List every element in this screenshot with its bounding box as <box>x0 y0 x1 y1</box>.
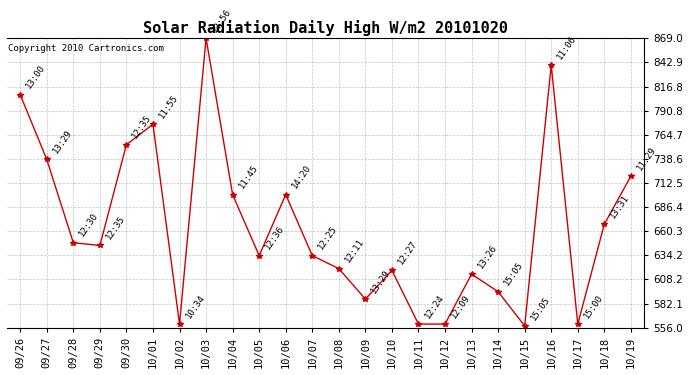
Text: 11:45: 11:45 <box>237 163 259 190</box>
Text: 12:30: 12:30 <box>77 211 100 238</box>
Text: 12:24: 12:24 <box>423 293 446 320</box>
Text: 12:36: 12:36 <box>264 224 286 252</box>
Text: 15:05: 15:05 <box>529 295 551 322</box>
Text: 15:00: 15:00 <box>582 293 604 320</box>
Text: 12:09: 12:09 <box>449 293 472 320</box>
Text: 14:20: 14:20 <box>290 163 313 190</box>
Text: 15:05: 15:05 <box>502 260 525 288</box>
Text: 13:31: 13:31 <box>609 193 631 220</box>
Text: 12:56: 12:56 <box>210 7 233 34</box>
Text: 10:34: 10:34 <box>184 293 206 320</box>
Text: 11:55: 11:55 <box>157 93 180 120</box>
Text: 11:29: 11:29 <box>635 145 658 172</box>
Text: Copyright 2010 Cartronics.com: Copyright 2010 Cartronics.com <box>8 44 164 53</box>
Text: 13:29: 13:29 <box>51 128 74 155</box>
Text: 11:06: 11:06 <box>555 34 578 61</box>
Text: 12:25: 12:25 <box>317 224 339 252</box>
Text: 12:35: 12:35 <box>130 113 153 141</box>
Text: 12:27: 12:27 <box>396 239 419 266</box>
Text: 12:11: 12:11 <box>343 237 366 264</box>
Text: 12:35: 12:35 <box>104 214 127 241</box>
Text: 13:29: 13:29 <box>370 268 393 295</box>
Text: 13:26: 13:26 <box>475 243 499 270</box>
Text: 13:00: 13:00 <box>24 63 47 90</box>
Title: Solar Radiation Daily High W/m2 20101020: Solar Radiation Daily High W/m2 20101020 <box>143 20 508 36</box>
